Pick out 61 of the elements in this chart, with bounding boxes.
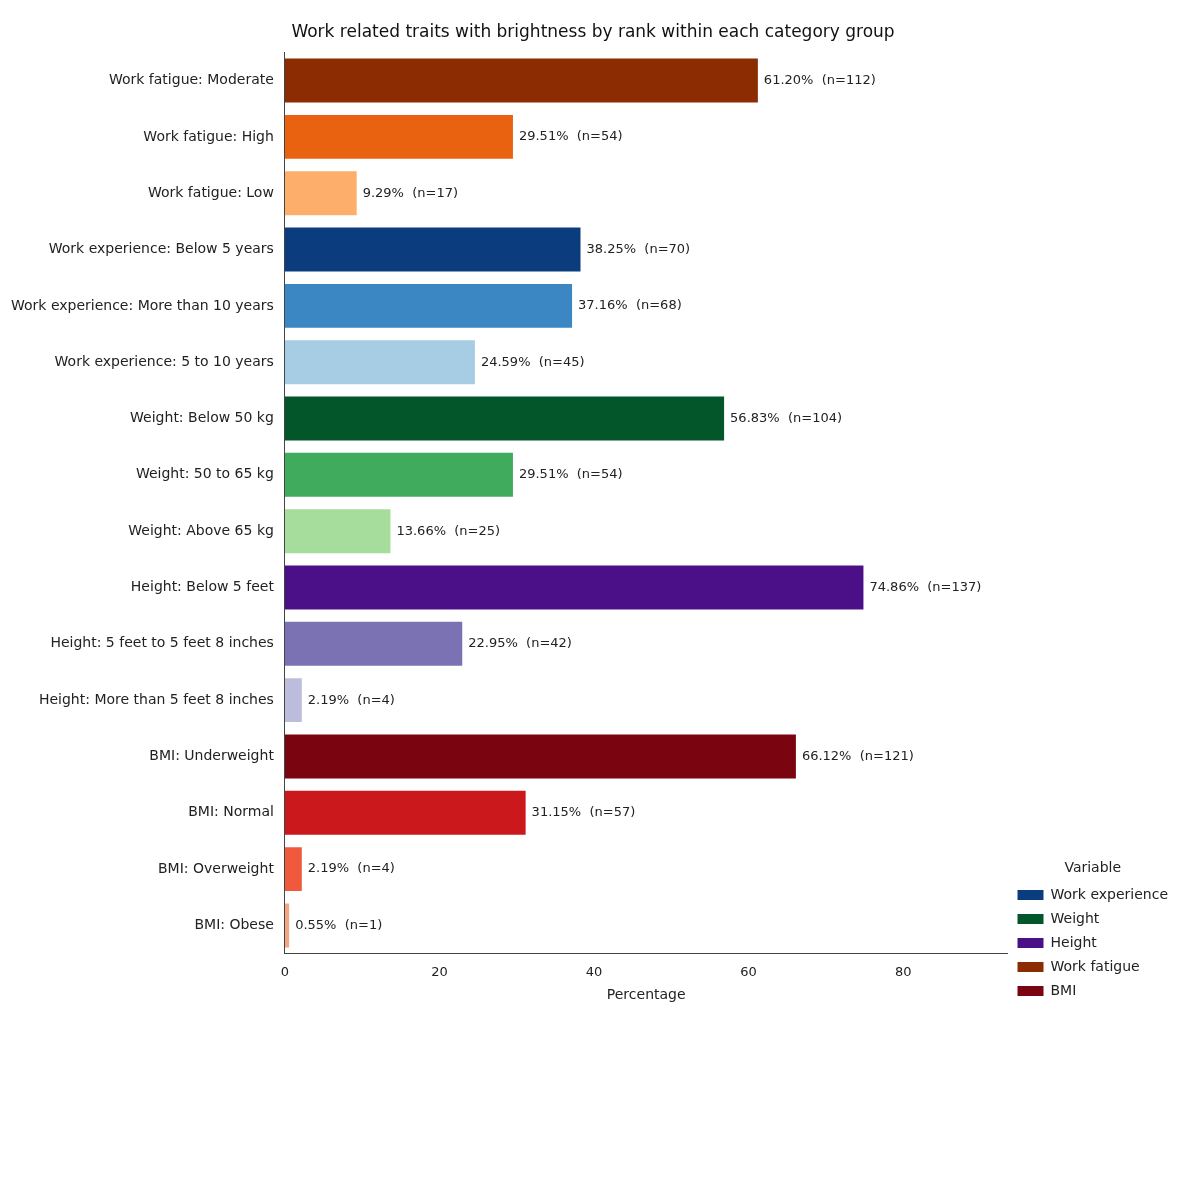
y-tick-label: Weight: Above 65 kg xyxy=(128,521,274,538)
bar xyxy=(284,283,573,328)
legend-label: Height xyxy=(1050,933,1098,950)
data-label: 0.55% (n=1) xyxy=(295,916,383,932)
data-label: 56.83% (n=104) xyxy=(730,409,843,425)
bar xyxy=(284,58,758,103)
y-tick-label: Work experience: Below 5 years xyxy=(48,240,274,257)
y-tick-label: Height: 5 feet to 5 feet 8 inches xyxy=(50,634,274,651)
y-tick-label: Work fatigue: High xyxy=(143,127,274,144)
y-tick-label: Work experience: More than 10 years xyxy=(10,296,274,313)
data-label: 61.20% (n=112) xyxy=(763,71,876,87)
bar xyxy=(284,171,357,216)
bar xyxy=(284,340,475,385)
data-label: 9.29% (n=17) xyxy=(362,184,459,200)
data-label: 2.19% (n=4) xyxy=(307,691,395,707)
data-label: 66.12% (n=121) xyxy=(801,747,914,763)
y-tick-label: BMI: Obese xyxy=(194,916,274,933)
bar xyxy=(284,847,302,892)
data-label: 24.59% (n=45) xyxy=(480,353,585,369)
bar xyxy=(284,227,581,272)
data-label: 29.51% (n=54) xyxy=(518,128,623,144)
bar xyxy=(284,734,796,779)
y-tick-label: Work fatigue: Low xyxy=(147,183,274,200)
legend-label: Work experience xyxy=(1050,885,1168,902)
y-tick-label: BMI: Underweight xyxy=(149,747,275,764)
y-tick-label: Work fatigue: Moderate xyxy=(108,71,274,88)
x-tick-label: 60 xyxy=(740,963,757,979)
y-tick-label: Weight: Below 50 kg xyxy=(130,409,274,426)
x-tick-label: 80 xyxy=(894,963,912,979)
data-label: 13.66% (n=25) xyxy=(396,522,501,538)
data-label: 38.25% (n=70) xyxy=(586,240,691,256)
x-tick-label: 20 xyxy=(431,963,448,979)
data-label: 74.86% (n=137) xyxy=(869,578,982,594)
x-tick-label: 40 xyxy=(585,963,603,979)
x-tick-label: 0 xyxy=(280,963,290,979)
bar xyxy=(284,903,290,948)
bar xyxy=(284,790,526,835)
y-tick-label: BMI: Overweight xyxy=(158,859,275,876)
y-tick-label: Height: Below 5 feet xyxy=(130,578,275,595)
data-label: 22.95% (n=42) xyxy=(468,635,572,651)
bar xyxy=(284,621,463,666)
bar xyxy=(284,678,302,723)
data-label: 31.15% (n=57) xyxy=(531,804,636,820)
y-tick-label: Work experience: 5 to 10 years xyxy=(54,352,274,369)
legend-label: Weight xyxy=(1050,909,1100,926)
legend-title: Variable xyxy=(1064,858,1122,875)
bar xyxy=(284,565,864,610)
chart-title: Work related traits with brightness by rank within each category group xyxy=(291,20,895,41)
bar xyxy=(284,452,513,497)
legend-label: BMI xyxy=(1050,981,1077,998)
data-label: 2.19% (n=4) xyxy=(307,860,395,876)
data-label: 29.51% (n=54) xyxy=(518,466,623,482)
x-axis-title: Percentage xyxy=(606,986,686,1003)
legend-label: Work fatigue xyxy=(1050,957,1140,974)
y-tick-label: Height: More than 5 feet 8 inches xyxy=(38,690,274,707)
bar xyxy=(284,396,725,441)
bar xyxy=(284,114,513,159)
y-tick-label: Weight: 50 to 65 kg xyxy=(135,465,274,482)
data-label: 37.16% (n=68) xyxy=(578,297,682,313)
y-tick-label: BMI: Normal xyxy=(188,803,274,820)
bar xyxy=(284,509,391,554)
